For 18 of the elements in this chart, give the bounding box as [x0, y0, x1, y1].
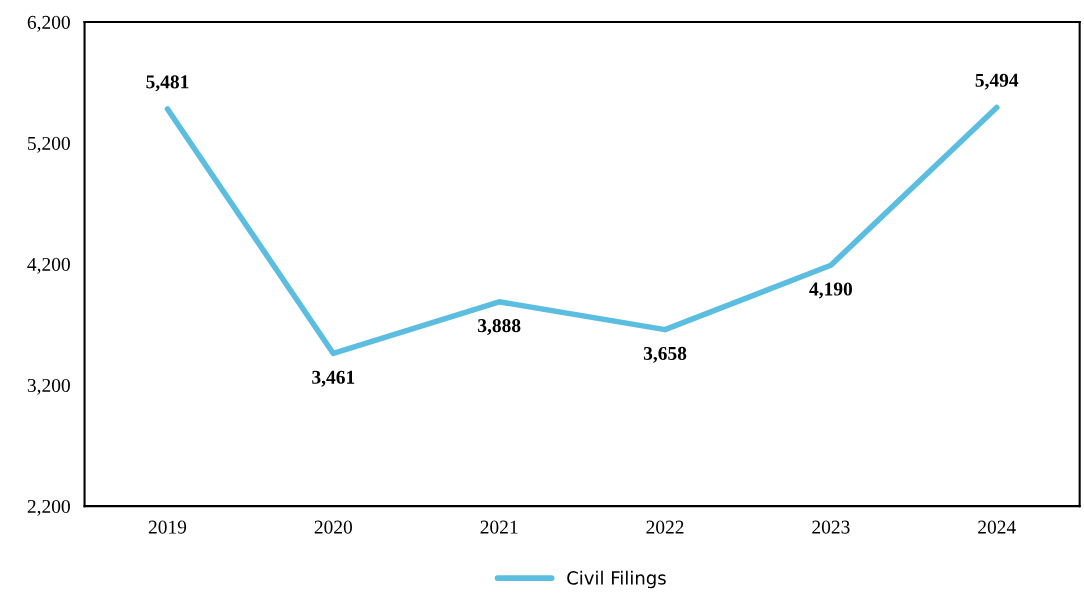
y-tick-label: 3,200 — [27, 378, 70, 395]
data-label: 5,481 — [146, 75, 189, 92]
x-tick-label: 2023 — [812, 520, 850, 534]
data-label: 3,658 — [643, 346, 687, 363]
y-tick-label: 2,200 — [27, 499, 70, 516]
x-tick-label: 2022 — [646, 520, 684, 534]
data-label: 5,494 — [975, 73, 1019, 90]
data-label: 4,190 — [809, 282, 853, 299]
y-tick-label: 5,200 — [28, 136, 70, 153]
x-tick-label: 2021 — [480, 520, 518, 534]
data-label: 3,461 — [312, 370, 355, 387]
x-tick-label: 2020 — [314, 520, 353, 534]
legend-label: Civil Filings — [567, 570, 666, 589]
x-tick-label: 2019 — [148, 520, 187, 534]
y-tick-label: 6,200 — [27, 15, 70, 32]
data-label: 3,888 — [478, 319, 521, 335]
y-tick-label: 4,200 — [27, 257, 70, 274]
x-tick-label: 2024 — [978, 520, 1016, 534]
